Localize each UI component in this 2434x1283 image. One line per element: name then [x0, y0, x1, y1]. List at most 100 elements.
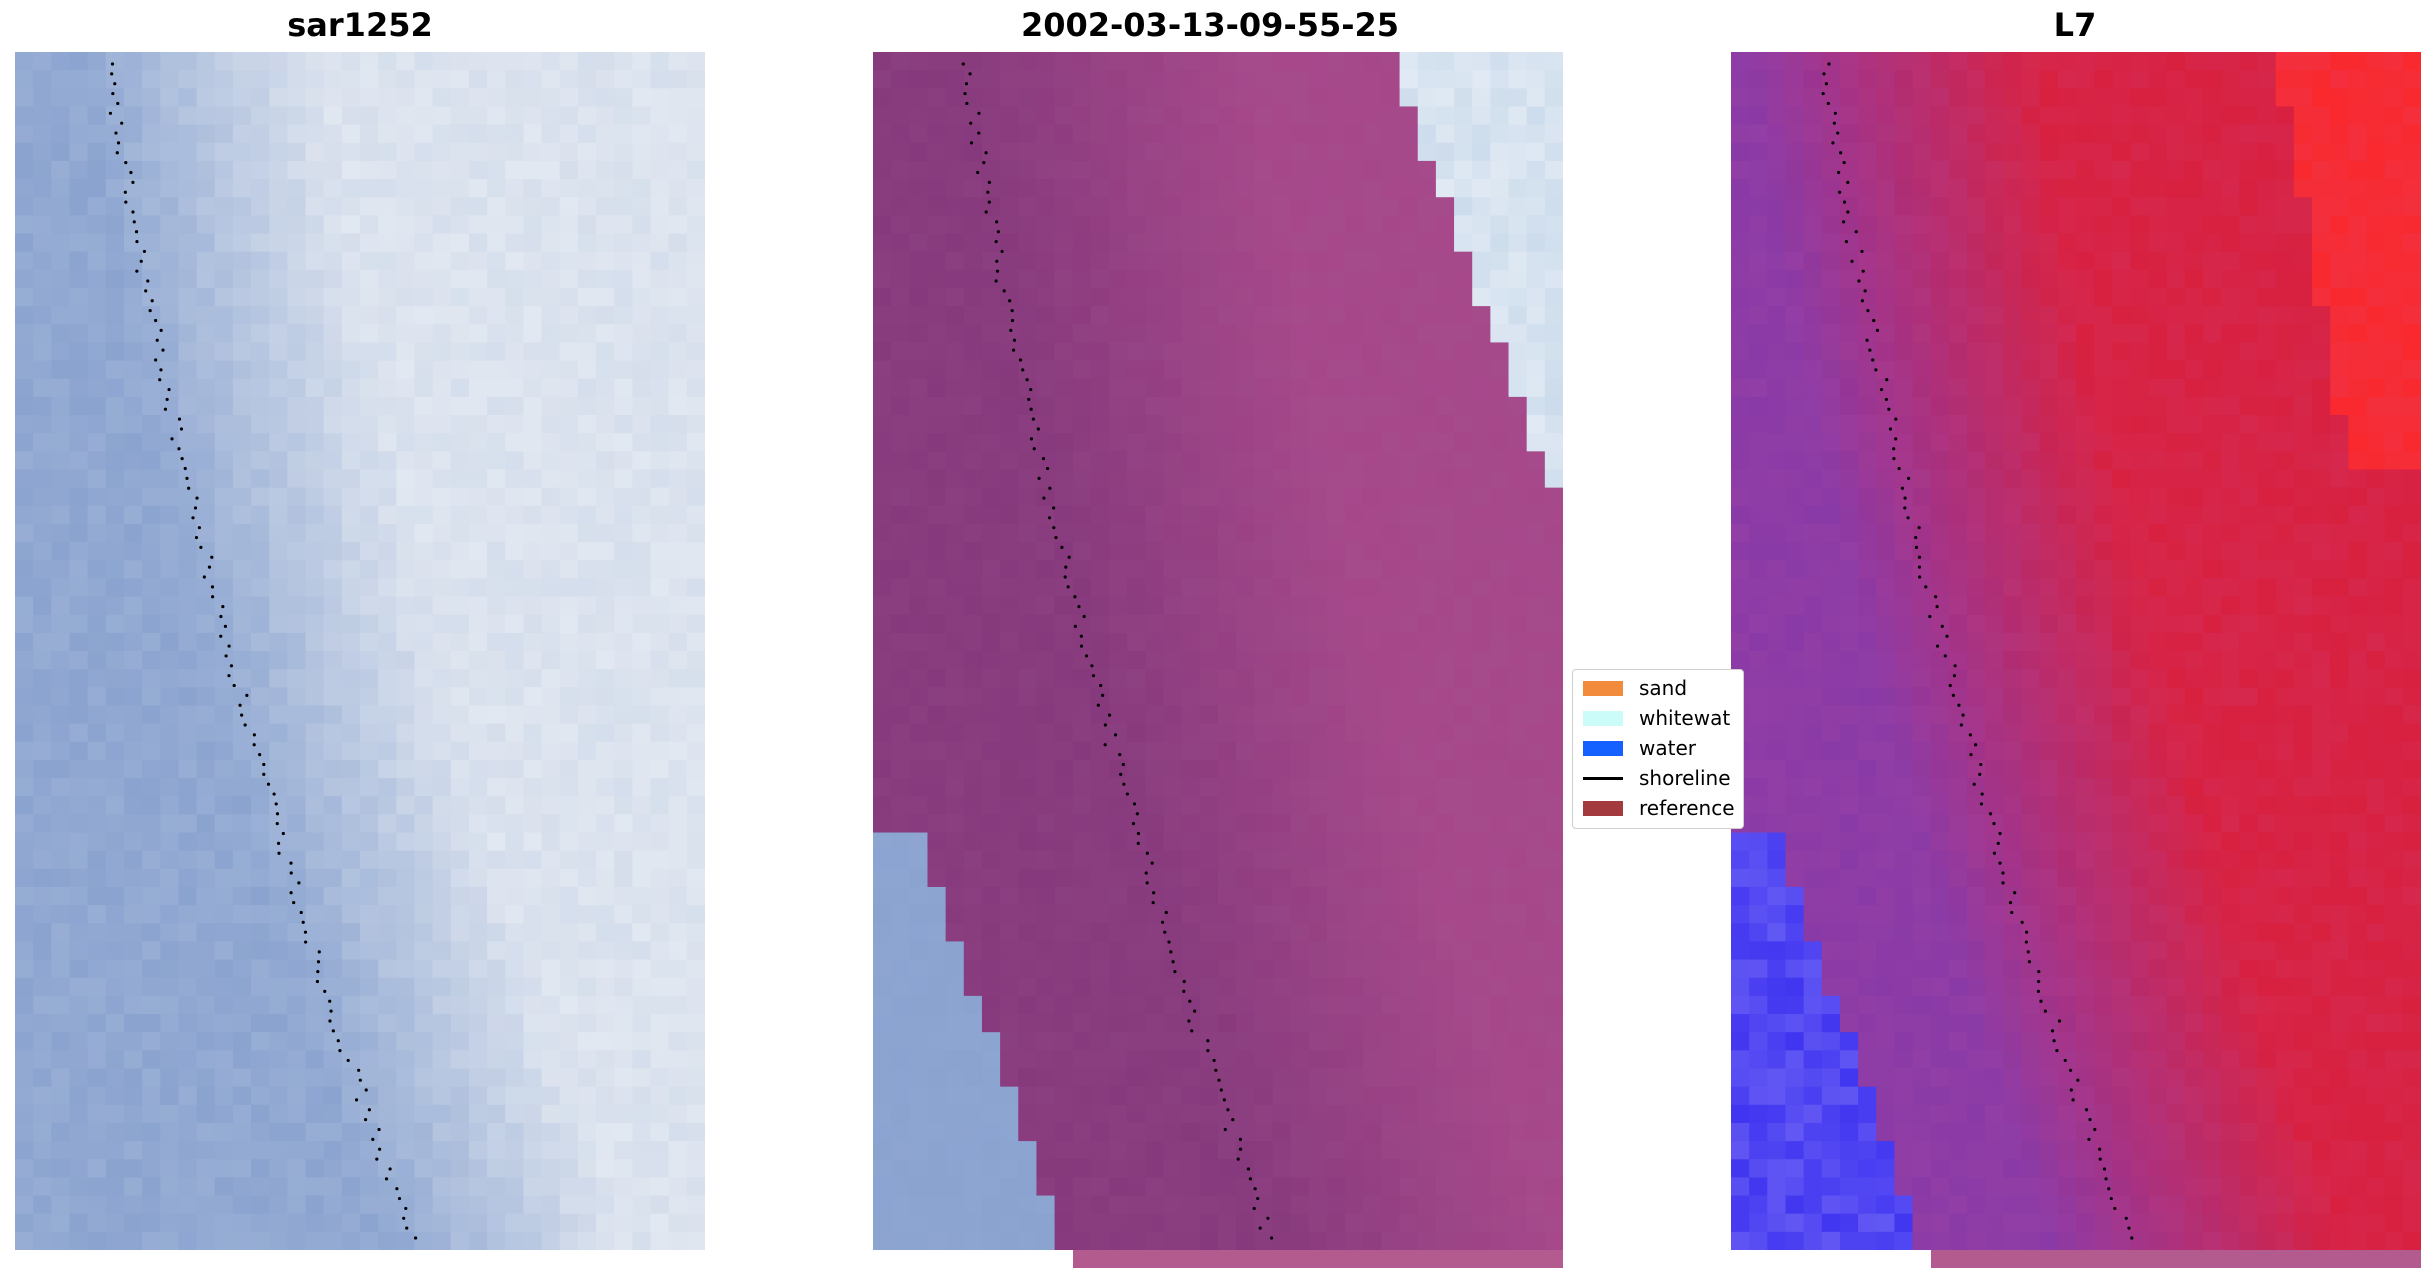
pixel-cell [1054, 251, 1074, 271]
pixel-cell [15, 142, 34, 162]
pixel-cell [909, 1068, 929, 1088]
pixel-cell [1472, 596, 1491, 616]
pixel-cell [142, 796, 161, 815]
pixel-cell [1454, 269, 1473, 289]
pixel-cell [432, 396, 452, 416]
pixel-cell [1399, 669, 1419, 688]
pixel-cell [1054, 360, 1074, 380]
pixel-cell [1490, 306, 1510, 325]
pixel-cell [1218, 832, 1237, 852]
pixel-cell [1472, 1032, 1491, 1051]
pixel-cell [1199, 52, 1219, 71]
pixel-cell [1218, 959, 1237, 979]
pixel-cell [69, 1122, 89, 1142]
pixel-cell [1399, 52, 1419, 71]
pixel-cell [577, 396, 597, 416]
pixel-cell [468, 124, 488, 144]
pixel-cell [1236, 415, 1255, 434]
pixel-cell [160, 487, 180, 507]
pixel-cell [1199, 687, 1219, 707]
pixel-cell [1345, 1068, 1364, 1088]
pixel-cell [1526, 251, 1546, 271]
pixel-cell [614, 233, 633, 253]
pixel-cell [123, 396, 143, 416]
pixel-cell [1308, 814, 1328, 834]
pixel-cell [1236, 596, 1255, 616]
pixel-cell [1072, 215, 1092, 235]
pixel-cell [650, 832, 670, 852]
pixel-cell [1218, 106, 1237, 126]
pixel-cell [1544, 88, 1563, 108]
pixel-cell [963, 632, 983, 652]
shoreline-point [289, 871, 293, 875]
pixel-cell [1326, 1104, 1346, 1124]
pixel-cell [1508, 251, 1528, 271]
pixel-cell [396, 868, 416, 888]
pixel-cell [1072, 1014, 1092, 1033]
pixel-cell [1526, 197, 1546, 216]
pixel-cell [341, 1213, 361, 1233]
pixel-cell [541, 1104, 561, 1124]
pixel-cell [1199, 197, 1219, 216]
pixel-cell [981, 215, 1001, 235]
pixel-cell [668, 1086, 688, 1106]
pixel-cell [963, 705, 983, 725]
pixel-cell [105, 342, 125, 362]
pixel-cell [523, 342, 543, 362]
pixel-cell [214, 560, 234, 579]
pixel-cell [1272, 342, 1292, 362]
pixel-cell [927, 523, 947, 543]
pixel-cell [668, 342, 688, 362]
pixel-cell [523, 233, 543, 253]
pixel-cell [232, 778, 252, 797]
pixel-cell [341, 741, 361, 761]
pixel-cell [1199, 142, 1219, 162]
pixel-cell [1236, 523, 1255, 543]
pixel-cell [945, 1104, 965, 1124]
pixel-cell [577, 469, 597, 489]
pixel-cell [1345, 868, 1364, 888]
pixel-cell [541, 759, 561, 779]
pixel-cell [541, 1050, 561, 1070]
pixel-cell [1417, 578, 1437, 598]
pixel-cell [668, 923, 688, 943]
pixel-cell [468, 923, 488, 943]
pixel-cell [1181, 1159, 1201, 1178]
pixel-cell [981, 959, 1001, 979]
pixel-cell [160, 1086, 180, 1106]
pixel-cell [450, 1050, 470, 1070]
pixel-cell [1526, 1086, 1546, 1106]
pixel-cell [414, 759, 434, 779]
pixel-cell [632, 1050, 652, 1070]
pixel-cell [523, 578, 543, 598]
pixel-cell [414, 124, 434, 144]
pixel-cell [1308, 1104, 1328, 1124]
pixel-cell [686, 651, 705, 670]
pixel-cell [1272, 287, 1292, 307]
pixel-cell [1472, 886, 1491, 906]
pixel-cell [1127, 88, 1146, 108]
pixel-cell [632, 1122, 652, 1142]
pixel-cell [87, 1014, 107, 1033]
pixel-cell [269, 124, 288, 144]
pixel-cell [468, 342, 488, 362]
pixel-cell [1290, 1086, 1310, 1106]
pixel-cell [1399, 324, 1419, 344]
pixel-cell [668, 469, 688, 489]
pixel-cell [1236, 287, 1255, 307]
pixel-cell [963, 88, 983, 108]
pixel-cell [1218, 451, 1237, 471]
pixel-cell [178, 705, 198, 725]
pixel-cell [1490, 505, 1510, 525]
pixel-cell [269, 723, 288, 743]
pixel-cell [559, 759, 579, 779]
pixel-cell [909, 106, 929, 126]
pixel-cell [614, 306, 633, 325]
pixel-cell [269, 1032, 288, 1051]
shoreline-point [252, 743, 256, 747]
pixel-cell [1090, 124, 1110, 144]
pixel-cell [468, 687, 488, 707]
pixel-cell [1254, 886, 1274, 906]
pixel-cell [232, 415, 252, 434]
pixel-cell [1163, 142, 1183, 162]
